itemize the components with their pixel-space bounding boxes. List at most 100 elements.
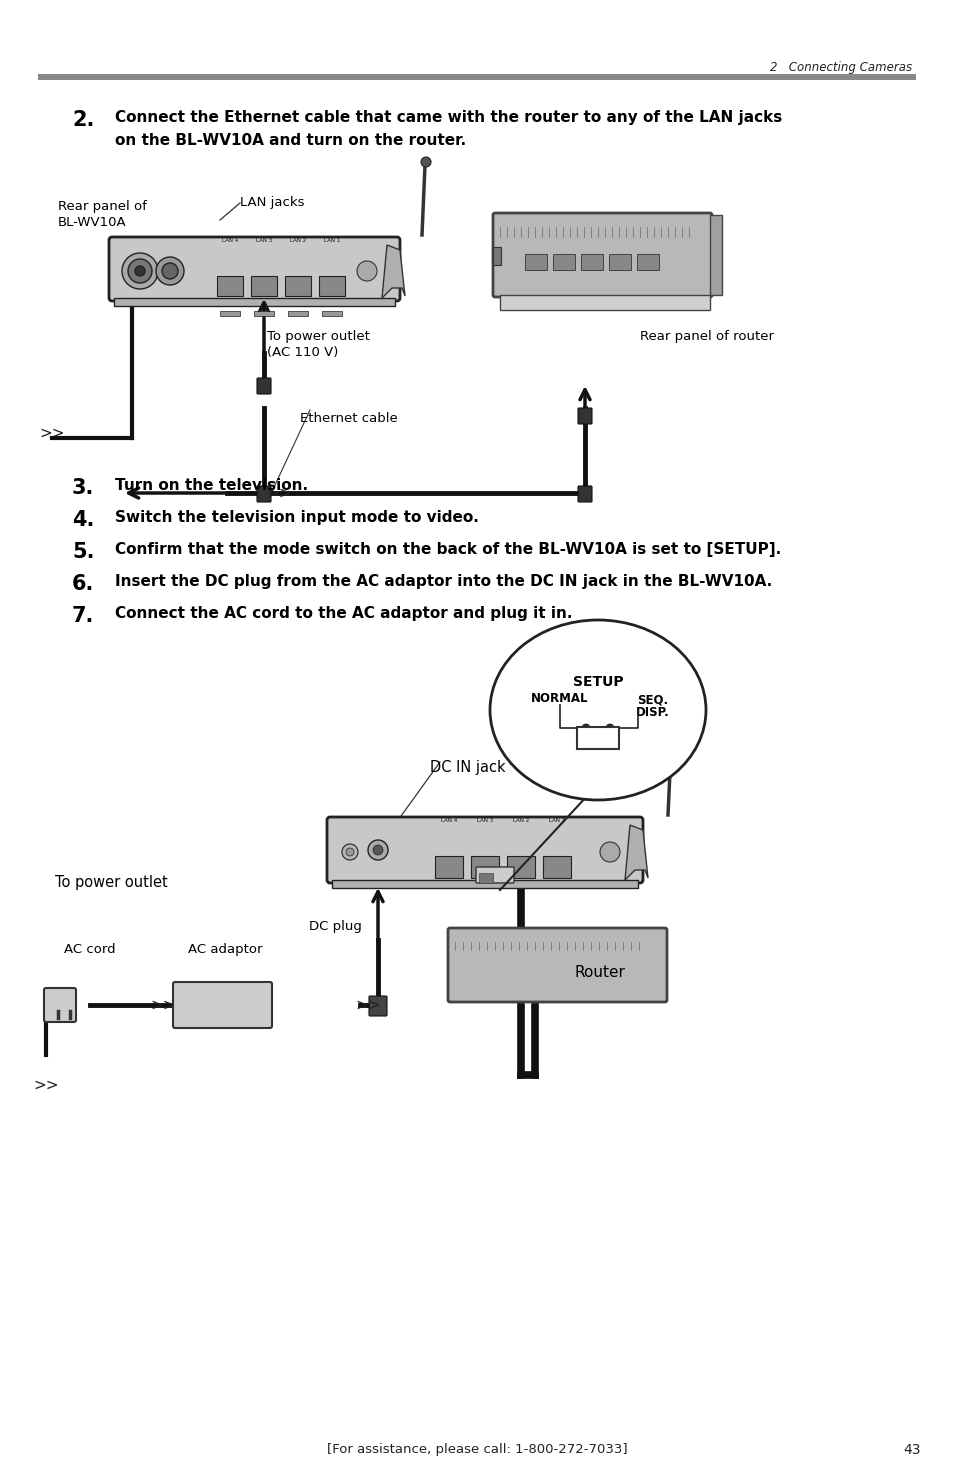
Text: Connect the Ethernet cable that came with the router to any of the LAN jacks: Connect the Ethernet cable that came wit… [115,111,781,125]
Polygon shape [624,825,647,881]
Circle shape [420,156,431,167]
Circle shape [599,842,619,861]
Text: Connect the AC cord to the AC adaptor and plug it in.: Connect the AC cord to the AC adaptor an… [115,606,572,621]
FancyBboxPatch shape [709,215,721,295]
FancyBboxPatch shape [256,485,271,502]
FancyBboxPatch shape [109,237,399,301]
Text: SEQ.: SEQ. [637,693,668,707]
Text: BL-WV10A: BL-WV10A [58,215,127,229]
Text: AC adaptor: AC adaptor [188,943,262,956]
FancyBboxPatch shape [256,378,271,394]
Text: Insert the DC plug from the AC adaptor into the DC IN jack in the BL-WV10A.: Insert the DC plug from the AC adaptor i… [115,574,771,589]
Text: Ethernet cable: Ethernet cable [299,412,397,425]
FancyBboxPatch shape [578,409,592,423]
Text: LAN 1: LAN 1 [323,237,340,243]
FancyBboxPatch shape [524,254,546,270]
Text: LAN 3: LAN 3 [476,819,493,823]
FancyBboxPatch shape [44,988,76,1022]
FancyBboxPatch shape [448,928,666,1002]
Text: LAN 2: LAN 2 [290,237,306,243]
Circle shape [122,254,158,289]
Circle shape [346,848,354,855]
Text: 7.: 7. [71,606,94,625]
FancyBboxPatch shape [608,254,630,270]
Text: 2   Connecting Cameras: 2 Connecting Cameras [769,62,911,75]
Text: >>: >> [150,997,175,1012]
FancyBboxPatch shape [542,855,571,878]
FancyBboxPatch shape [476,867,514,884]
FancyBboxPatch shape [369,996,387,1016]
Text: >>: >> [355,997,380,1012]
Circle shape [356,261,376,282]
Circle shape [341,844,357,860]
Text: DC IN jack: DC IN jack [430,760,505,774]
FancyBboxPatch shape [113,298,395,305]
FancyBboxPatch shape [220,311,240,316]
Text: (AC 110 V): (AC 110 V) [267,347,338,358]
FancyBboxPatch shape [478,873,493,884]
Text: >>: >> [266,485,292,500]
Text: LAN 2: LAN 2 [513,819,529,823]
Polygon shape [381,245,405,298]
FancyBboxPatch shape [577,727,618,749]
Text: LAN jacks: LAN jacks [240,196,304,209]
FancyBboxPatch shape [288,311,308,316]
Text: Turn on the television.: Turn on the television. [115,478,308,493]
Text: LAN 4: LAN 4 [222,237,238,243]
Text: NORMAL: NORMAL [531,692,588,705]
Text: To power outlet: To power outlet [55,875,168,889]
FancyBboxPatch shape [493,212,711,296]
FancyBboxPatch shape [553,254,575,270]
Ellipse shape [490,620,705,799]
Text: LAN 4: LAN 4 [440,819,456,823]
Text: Rear panel of router: Rear panel of router [639,330,773,344]
Text: 4.: 4. [71,510,94,530]
Circle shape [156,257,184,285]
Text: 2.: 2. [71,111,94,130]
Text: >>: >> [33,1078,59,1093]
FancyBboxPatch shape [499,295,709,310]
Text: [For assistance, please call: 1-800-272-7033]: [For assistance, please call: 1-800-272-… [326,1444,627,1456]
FancyBboxPatch shape [637,254,659,270]
FancyBboxPatch shape [285,276,311,296]
Text: Router: Router [574,965,625,979]
Text: on the BL-WV10A and turn on the router.: on the BL-WV10A and turn on the router. [115,133,466,148]
Text: >>: >> [39,425,65,441]
Text: DISP.: DISP. [636,707,669,720]
Circle shape [666,740,677,751]
Text: 3.: 3. [71,478,94,499]
Circle shape [373,845,382,856]
Bar [38,74,915,80]
Text: Confirm that the mode switch on the back of the BL-WV10A is set to [SETUP].: Confirm that the mode switch on the back… [115,541,781,558]
FancyBboxPatch shape [251,276,276,296]
Text: LAN 3: LAN 3 [255,237,272,243]
Text: LAN 1: LAN 1 [548,819,564,823]
Circle shape [581,724,589,732]
FancyBboxPatch shape [322,311,341,316]
Text: AC cord: AC cord [64,943,115,956]
Text: Switch the television input mode to video.: Switch the television input mode to vide… [115,510,478,525]
Text: 43: 43 [902,1443,920,1457]
FancyBboxPatch shape [327,817,642,884]
Circle shape [605,724,614,732]
FancyBboxPatch shape [580,254,602,270]
Text: 6.: 6. [71,574,94,594]
FancyBboxPatch shape [216,276,243,296]
FancyBboxPatch shape [253,311,274,316]
FancyBboxPatch shape [493,246,500,266]
Text: 5.: 5. [71,541,94,562]
FancyBboxPatch shape [172,982,272,1028]
FancyBboxPatch shape [332,881,638,888]
FancyBboxPatch shape [318,276,345,296]
Text: SETUP: SETUP [572,676,622,689]
Circle shape [162,263,178,279]
Text: Rear panel of: Rear panel of [58,201,147,212]
Circle shape [128,260,152,283]
Circle shape [368,839,388,860]
Circle shape [135,266,145,276]
FancyBboxPatch shape [435,855,462,878]
Text: DC plug: DC plug [308,920,361,934]
FancyBboxPatch shape [506,855,535,878]
FancyBboxPatch shape [471,855,498,878]
FancyBboxPatch shape [578,485,592,502]
